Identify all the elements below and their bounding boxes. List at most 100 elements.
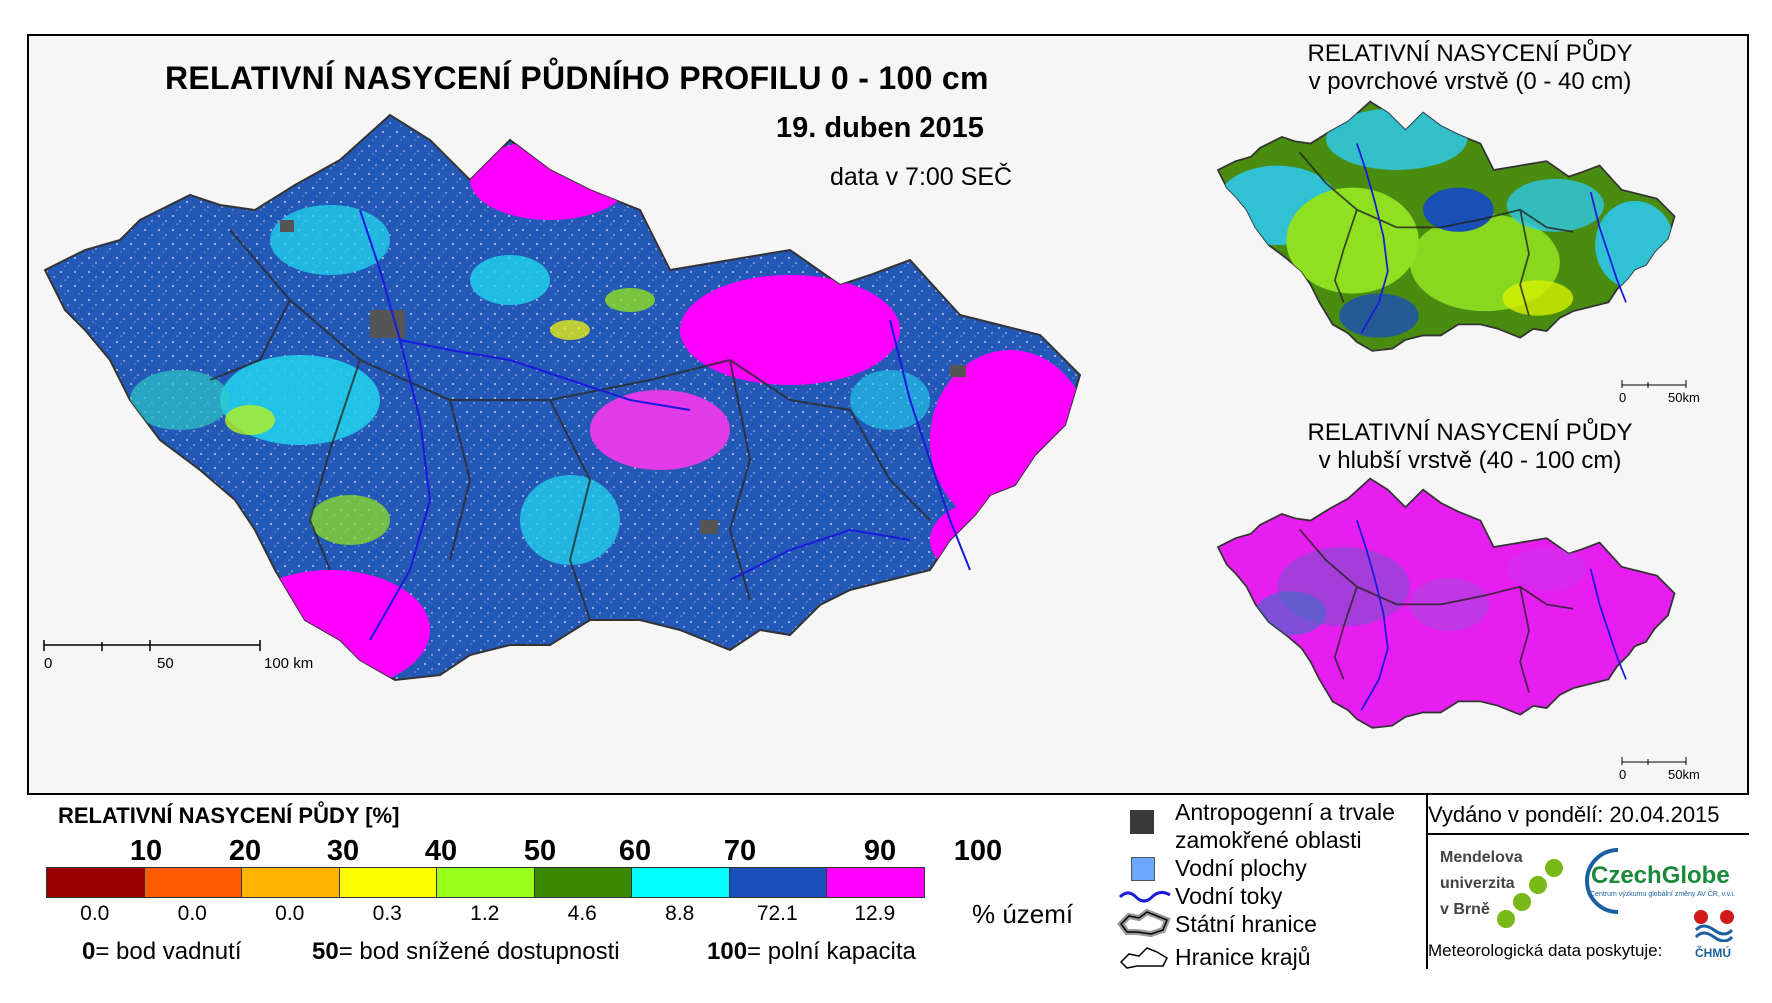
- legend-tick-label: 10: [129, 835, 163, 867]
- mendel-line3: v Brně: [1440, 901, 1490, 918]
- czechglobe-logo-icon: [1585, 848, 1619, 914]
- main-map-region-borders: [209, 229, 931, 621]
- main-scale-bar: [43, 640, 261, 651]
- note-num: 50: [312, 938, 339, 965]
- main-date: 19. duben 2015: [776, 112, 984, 144]
- main-map-cyan-zone: [520, 475, 620, 565]
- inset-bottom-map: [1216, 477, 1676, 729]
- legend-tick-label: 20: [228, 835, 262, 867]
- legend-divider: [1426, 793, 1428, 969]
- note-reduced-availability: 50= bod snížené dostupnosti: [312, 938, 620, 966]
- dark-square-icon: [1130, 810, 1154, 834]
- legend-class-swatch: [241, 867, 340, 898]
- note-field-capacity: 100= polní kapacita: [707, 938, 916, 966]
- main-map-green-zone: [605, 288, 655, 312]
- inset-top-scale-label-0: 0: [1619, 390, 1627, 405]
- note-text: = bod snížené dostupnosti: [338, 938, 620, 965]
- mendel-line2: univerzita: [1440, 875, 1515, 892]
- note-text: = bod vadnutí: [95, 938, 242, 965]
- main-scale-label-0: 0: [44, 655, 53, 672]
- legend-title: RELATIVNÍ NASYCENÍ PŮDY [%]: [58, 803, 400, 828]
- note-wilting-point: 0= bod vadnutí: [82, 938, 241, 966]
- data-provider: Meteorologická data poskytuje:: [1428, 941, 1663, 960]
- legend-class-swatch: [338, 867, 437, 898]
- inset-top-title-line2: v povrchové vrstvě (0 - 40 cm): [1308, 68, 1632, 95]
- main-soil-map: [43, 113, 1082, 682]
- main-title: RELATIVNÍ NASYCENÍ PŮDNÍHO PROFILU 0 - 1…: [165, 60, 989, 96]
- czechglobe-logo-text: CzechGlobe: [1591, 862, 1730, 889]
- legend-tick-label: 90: [863, 835, 897, 867]
- main-map-cyan-zone: [470, 255, 550, 305]
- mendel-line1: Mendelova: [1440, 849, 1523, 866]
- symbol-label-anthropogenic-2: zamokřené oblasti: [1175, 827, 1362, 853]
- legend-tick-label: 60: [618, 835, 652, 867]
- region-border-icon: [1119, 947, 1168, 969]
- legend-class-percentage: 0.0: [275, 902, 305, 925]
- main-map-cyan-zone: [270, 205, 390, 275]
- legend-tick-label: 40: [424, 835, 458, 867]
- main-map-green-zone: [225, 405, 275, 435]
- legend-tick-label: 50: [523, 835, 557, 867]
- main-map-cyan-zone: [850, 370, 930, 430]
- legend-class-swatch: [143, 867, 242, 898]
- inset-top-title-line1: RELATIVNÍ NASYCENÍ PŮDY: [1307, 40, 1633, 67]
- legend-class-swatch: [533, 867, 632, 898]
- main-scale-label-50: 50: [157, 655, 174, 672]
- main-time: data v 7:00 SEČ: [830, 163, 1013, 191]
- legend-tick-label: 30: [326, 835, 360, 867]
- mendel-university-logo-text: Mendelova univerzita v Brně: [1440, 845, 1523, 923]
- symbol-label-region-border: Hranice krajů: [1175, 944, 1311, 970]
- symbol-label-water-bodies: Vodní plochy: [1175, 855, 1307, 881]
- legend-unit: % území: [972, 899, 1074, 929]
- main-map-urban-patch: [950, 365, 966, 377]
- legend-class-percentage: 0.3: [372, 902, 402, 925]
- chmu-logo-icon: [1694, 910, 1734, 942]
- legend-class-swatch: [631, 867, 730, 898]
- blue-square-icon: [1131, 857, 1155, 881]
- legend-class-swatch: [436, 867, 535, 898]
- main-map-magenta-zone: [680, 275, 900, 385]
- legend-class-percentage: 1.2: [470, 902, 500, 925]
- main-map-green-zone: [310, 495, 390, 545]
- main-map-urban-patch: [370, 310, 405, 338]
- main-map-urban-patch: [280, 220, 294, 232]
- legend-class-percentage: 72.1: [756, 902, 798, 925]
- note-num: 100: [707, 938, 748, 965]
- main-map-urban-patch: [700, 520, 718, 534]
- legend-class-percentage: 12.9: [854, 902, 896, 925]
- legend-class-percentage: 4.6: [567, 902, 597, 925]
- main-map-magenta-zone: [590, 390, 730, 470]
- mendel-university-logo-icon: [1497, 859, 1563, 928]
- note-text: = polní kapacita: [747, 938, 916, 965]
- legend-class-swatch: [728, 867, 827, 898]
- chmu-logo-text: ČHMÚ: [1695, 946, 1731, 960]
- main-map-magenta-zone: [470, 140, 630, 220]
- inset-bottom-scale-label-0: 0: [1619, 767, 1627, 782]
- river-line-icon: [1118, 890, 1171, 903]
- legend-tick-label: 100: [953, 835, 1003, 867]
- legend-class-percentage: 0.0: [177, 902, 207, 925]
- inset-bottom-scale-bar: [1621, 757, 1687, 765]
- legend-tick-label: 70: [723, 835, 757, 867]
- legend-class-percentage: 8.8: [665, 902, 695, 925]
- inset-top-scale-label-50: 50km: [1668, 390, 1700, 405]
- legend-class-swatch: [46, 867, 145, 898]
- inset-top-map: [1216, 100, 1676, 352]
- inset-bottom-title-line1: RELATIVNÍ NASYCENÍ PŮDY: [1307, 419, 1633, 446]
- symbol-label-state-border: Státní hranice: [1175, 911, 1317, 937]
- main-map-green-zone: [550, 320, 590, 340]
- main-map-rivers: [359, 209, 971, 641]
- inset-top-title: RELATIVNÍ NASYCENÍ PŮDY v povrchové vrst…: [1260, 40, 1680, 96]
- symbol-label-rivers: Vodní toky: [1175, 883, 1283, 909]
- state-border-icon: [1117, 908, 1171, 938]
- czechglobe-subtitle: Centrum výzkumu globální změny AV ČR, v.…: [1590, 891, 1736, 898]
- credits-divider: [1426, 833, 1749, 835]
- main-map-cyan-zone: [130, 370, 230, 430]
- inset-bottom-title: RELATIVNÍ NASYCENÍ PŮDY v hlubší vrstvě …: [1260, 419, 1680, 475]
- legend-class-swatch: [826, 867, 925, 898]
- main-scale-label-100: 100 km: [264, 655, 314, 672]
- inset-top-scale-bar: [1621, 380, 1687, 388]
- inset-bottom-scale-label-50: 50km: [1668, 767, 1700, 782]
- issued-date: Vydáno v pondělí: 20.04.2015: [1428, 802, 1720, 827]
- symbol-label-anthropogenic: Antropogenní a trvale: [1175, 799, 1395, 825]
